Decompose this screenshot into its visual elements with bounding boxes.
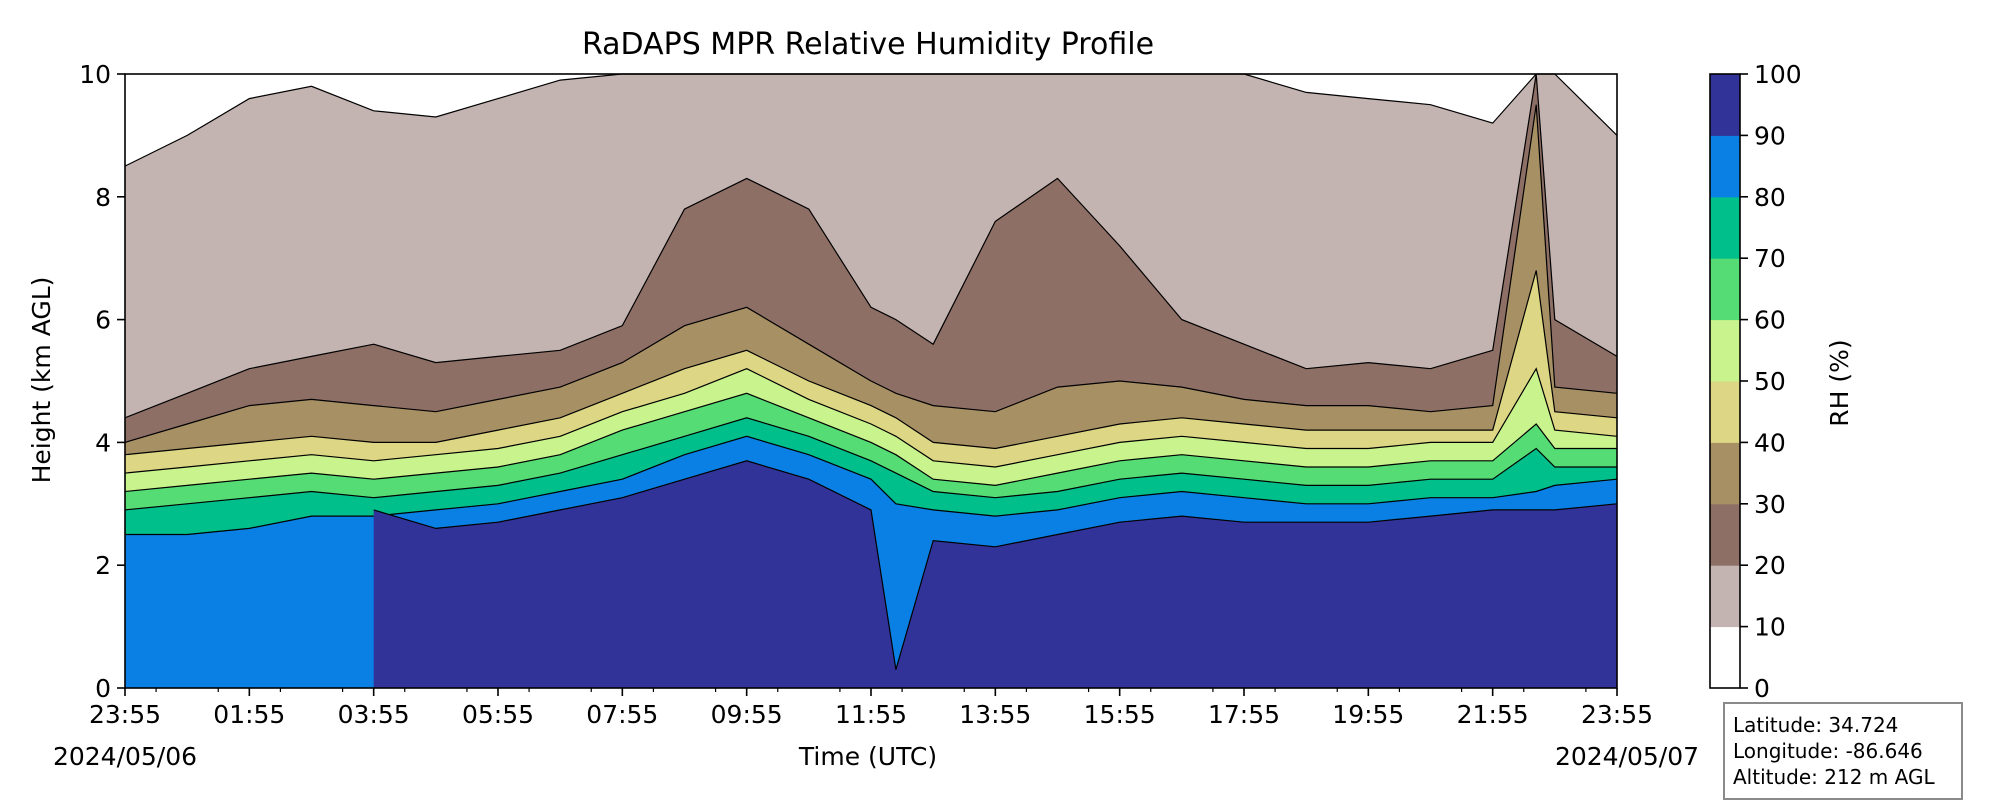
y-tick-label: 10 [79,60,111,89]
latitude-text: Latitude: 34.724 [1733,713,1899,737]
x-tick-label: 07:55 [586,700,658,729]
contour-line-30 [124,104,1618,443]
colorbar-swatch-50 [1710,319,1740,382]
start-date-label: 2024/05/06 [53,742,197,771]
contour-line-60 [124,392,1617,493]
x-tick-label: 23:55 [89,700,161,729]
contour-line-70 [124,417,1617,511]
x-tick-label: 13:55 [959,700,1031,729]
colorbar-tick-label: 30 [1754,490,1786,519]
x-tick-label: 21:55 [1457,700,1529,729]
y-axis-label: Height (km AGL) [27,277,56,484]
contour-line-50 [124,367,1618,474]
colorbar-tick-label: 80 [1754,183,1786,212]
y-tick-label: 2 [95,551,111,580]
colorbar-tick-label: 0 [1754,674,1770,703]
y-tick-label: 8 [95,183,111,212]
colorbar-label: RH (%) [1825,339,1854,426]
colorbar-swatch-90 [1710,74,1740,136]
y-tick-label: 0 [95,674,111,703]
colorbar-swatch-60 [1710,258,1740,321]
x-tick-label: 11:55 [835,700,907,729]
longitude-text: Longitude: -86.646 [1733,739,1923,763]
y-axis: 0 2 4 6 8 10 [79,60,125,703]
colorbar-swatch-0 [1710,626,1740,689]
y-tick-label: 4 [95,428,111,457]
x-tick-label: 17:55 [1208,700,1280,729]
colorbar-tick-label: 100 [1754,60,1802,89]
colorbar-swatch-10 [1710,565,1740,628]
colorbar-tick-label: 90 [1754,121,1786,150]
chart-title: RaDAPS MPR Relative Humidity Profile [582,27,1154,62]
colorbar-tick-label: 10 [1754,613,1786,642]
colorbar-swatch-30 [1710,442,1740,505]
y-tick-label: 6 [95,306,111,335]
x-tick-label: 09:55 [711,700,783,729]
contour-line-20 [124,73,1618,419]
altitude-text: Altitude: 212 m AGL [1733,765,1935,789]
rh-band-80-90 [373,460,1618,688]
x-tick-label: 03:55 [338,700,410,729]
colorbar-swatch-40 [1710,381,1740,443]
x-tick-label: 15:55 [1084,700,1156,729]
colorbar-tick-label: 20 [1754,551,1786,580]
x-tick-label: 05:55 [462,700,534,729]
colorbar-tick-label: 50 [1754,367,1786,396]
colorbar-tick-label: 40 [1754,428,1786,457]
x-tick-label: 23:55 [1581,700,1653,729]
colorbar: 0 10 20 30 40 50 60 70 80 90 100 [1709,60,1802,703]
x-axis-label: Time (UTC) [798,742,937,771]
end-date-label: 2024/05/07 [1555,742,1699,771]
x-tick-label: 01:55 [213,700,285,729]
colorbar-swatch-70 [1710,196,1740,259]
contour-line-40 [124,270,1618,456]
plot-area [124,73,1618,689]
colorbar-tick-label: 60 [1754,306,1786,335]
contour-line-80 [125,435,1618,536]
station-info-box: Latitude: 34.724 Longitude: -86.646 Alti… [1723,702,1963,800]
colorbar-swatch-20 [1710,503,1740,566]
x-tick-label: 19:55 [1332,700,1404,729]
x-axis: 23:55 01:55 03:55 05:55 07:55 09:55 11:55 13:55… [89,688,1653,729]
contour-line-90 [373,460,1618,670]
colorbar-swatch-80 [1710,135,1740,198]
colorbar-tick-label: 70 [1754,244,1786,273]
